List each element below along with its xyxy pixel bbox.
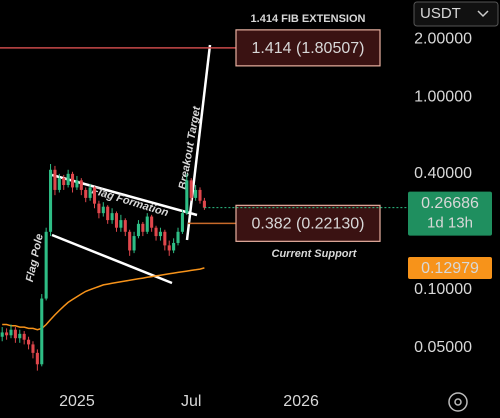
- candle-body: [189, 180, 193, 198]
- candle-body: [198, 189, 202, 201]
- settings-button[interactable]: [448, 392, 468, 412]
- dropdown-arrow: [477, 10, 489, 18]
- candle-body: [49, 169, 53, 232]
- candle-body: [9, 329, 13, 336]
- ma-price: 0.12979: [421, 260, 479, 277]
- x-tick-label: 2025: [59, 393, 95, 410]
- level-title: 1.414 FIB EXTENSION: [251, 13, 366, 25]
- currency-label: USDT: [420, 5, 461, 22]
- x-tick-label: 2026: [283, 393, 319, 410]
- breakout-line: [185, 44, 212, 241]
- candle-body: [128, 231, 132, 251]
- candle-body: [163, 231, 167, 246]
- candle-body: [176, 231, 180, 243]
- level-label: 0.382 (0.22130): [252, 216, 365, 233]
- ma-price-tag: [408, 256, 492, 279]
- candle-body: [70, 173, 75, 188]
- x-tick-label: Jul: [181, 393, 201, 410]
- candle-body: [145, 216, 149, 232]
- candle-body: [92, 187, 97, 204]
- candle-body: [110, 213, 114, 221]
- level-label: 1.414 (1.80507): [252, 40, 365, 57]
- candle-body: [5, 332, 9, 336]
- y-tick-label: 0.10000: [414, 281, 472, 298]
- candle-body: [44, 231, 48, 299]
- candle-body: [123, 220, 127, 232]
- y-tick-label: 0.05000: [414, 339, 472, 356]
- countdown: 1d 13h: [427, 215, 473, 232]
- candle-body: [114, 213, 119, 228]
- candle-body: [31, 344, 35, 353]
- candle-body: [53, 169, 57, 190]
- candle-body: [97, 203, 101, 214]
- candle-body: [75, 180, 79, 188]
- candle-body: [18, 333, 22, 339]
- candle-body: [40, 298, 44, 365]
- candle-body: [101, 206, 105, 214]
- candle-body: [57, 178, 61, 190]
- candle-body: [154, 227, 158, 237]
- candle-body: [88, 187, 92, 198]
- candle-body: [158, 231, 162, 237]
- level-box: [235, 204, 381, 242]
- candle-body: [194, 189, 198, 198]
- level-box: [235, 29, 381, 67]
- settings-icon: [454, 398, 462, 406]
- candle-body: [106, 206, 110, 221]
- candle-body: [185, 180, 189, 214]
- candle-body: [150, 216, 154, 228]
- last-price-tag: [408, 191, 492, 236]
- last-price: 0.26686: [421, 195, 479, 212]
- y-tick-label: 0.40000: [414, 165, 472, 182]
- currency-selector[interactable]: [413, 1, 499, 27]
- candle-body: [62, 178, 66, 186]
- candle-body: [119, 220, 123, 228]
- candle-body: [0, 332, 4, 337]
- y-tick-label: 1.00000: [414, 88, 472, 105]
- candle-body: [141, 223, 145, 232]
- y-tick-label: 2.00000: [414, 31, 472, 48]
- candle-body: [35, 352, 39, 365]
- candle-body: [66, 173, 70, 186]
- candle-body: [84, 189, 88, 198]
- flag-bottom-line: [51, 233, 173, 285]
- candle-body: [27, 339, 31, 345]
- candle-body: [132, 236, 136, 251]
- candle-body: [167, 245, 171, 251]
- candle-body: [180, 213, 184, 232]
- candle-body: [13, 329, 17, 339]
- candle-body: [172, 242, 176, 251]
- moving-average: [2, 267, 205, 331]
- level-title: Current Support: [272, 248, 358, 260]
- candle-body: [22, 333, 26, 340]
- candle-body: [79, 180, 83, 190]
- candle-body: [136, 223, 140, 237]
- candle-body: [202, 200, 206, 208]
